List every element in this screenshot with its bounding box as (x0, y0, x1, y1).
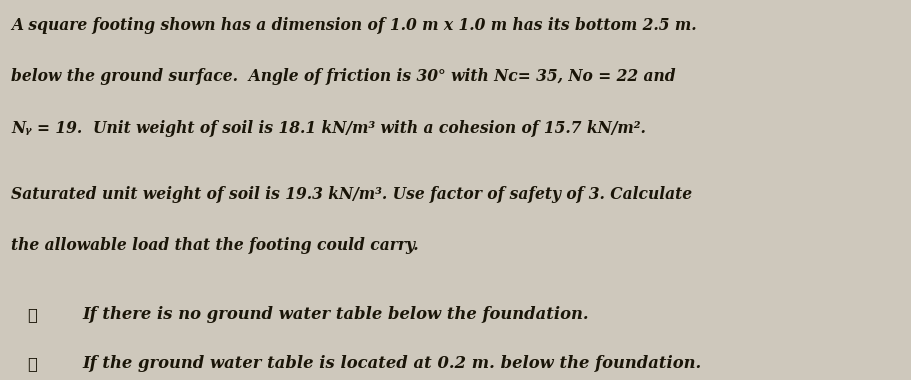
Text: If there is no ground water table below the foundation.: If there is no ground water table below … (82, 306, 589, 323)
Text: If the ground water table is located at 0.2 m. below the foundation.: If the ground water table is located at … (82, 355, 701, 372)
Text: ①: ① (27, 306, 37, 323)
Text: Nᵧ = 19.  Unit weight of soil is 18.1 kN/m³ with a cohesion of 15.7 kN/m².: Nᵧ = 19. Unit weight of soil is 18.1 kN/… (11, 120, 645, 137)
Text: the allowable load that the footing could carry.: the allowable load that the footing coul… (11, 238, 418, 255)
Text: ②: ② (27, 355, 37, 372)
Text: Saturated unit weight of soil is 19.3 kN/m³. Use factor of safety of 3. Calculat: Saturated unit weight of soil is 19.3 kN… (11, 186, 691, 203)
Text: A square footing shown has a dimension of 1.0 m x 1.0 m has its bottom 2.5 m.: A square footing shown has a dimension o… (11, 17, 696, 34)
Text: below the ground surface.  Angle of friction is 30° with Nᴄ= 35, Nᴏ = 22 and: below the ground surface. Angle of frict… (11, 68, 675, 86)
